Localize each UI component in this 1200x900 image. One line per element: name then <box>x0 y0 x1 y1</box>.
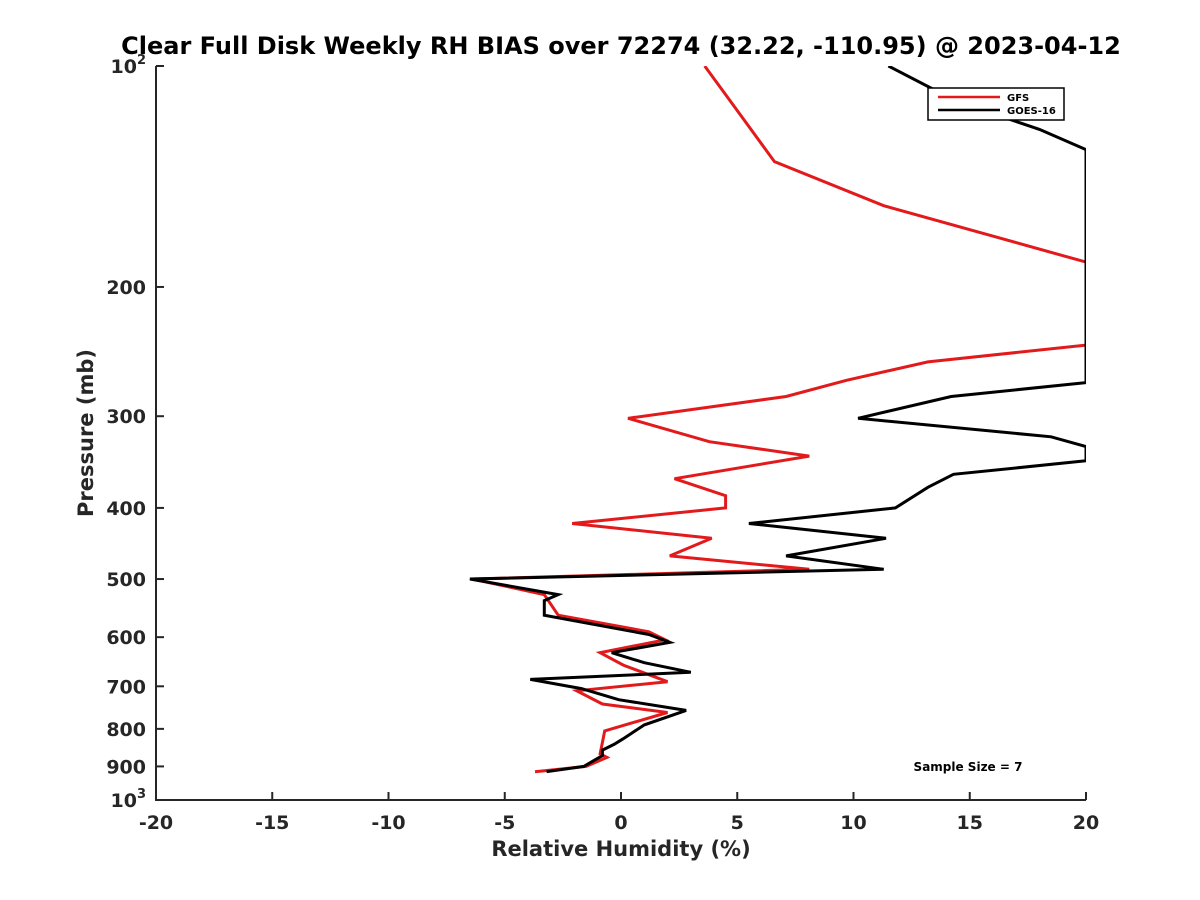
y-tick-label: 800 <box>106 719 146 741</box>
x-axis-ticks: -20 -15 -10 -5 0 5 10 15 20 <box>139 792 1099 834</box>
x-tick-label: 0 <box>614 812 627 834</box>
series-line-goes-16 <box>469 66 1086 774</box>
x-tick-label: -15 <box>255 812 289 834</box>
sample-size-annotation: Sample Size = 7 <box>914 760 1023 774</box>
y-axis-label: Pressure (mb) <box>74 349 98 517</box>
chart-title: Clear Full Disk Weekly RH BIAS over 7227… <box>121 32 1121 60</box>
x-tick-label: -5 <box>494 812 515 834</box>
y-tick-label: 600 <box>106 627 146 649</box>
axes-frame <box>155 66 1086 801</box>
legend: GFS GOES-16 <box>927 87 1065 121</box>
y-tick-label: 102 <box>111 53 147 78</box>
y-tick-label: 300 <box>106 406 146 428</box>
x-tick-label: 20 <box>1073 812 1099 834</box>
x-tick-label: 5 <box>731 812 744 834</box>
x-tick-label: 15 <box>957 812 983 834</box>
x-tick-label: -10 <box>371 812 405 834</box>
y-tick-label: 103 <box>111 787 147 812</box>
plot-area <box>155 66 1086 801</box>
y-axis-ticks: 102 200 300 400 500 600 700 800 900 103 <box>106 53 164 812</box>
legend-box <box>927 87 1065 121</box>
series-line-gfs <box>471 66 1086 774</box>
y-tick-label: 200 <box>106 277 146 299</box>
x-tick-label: 10 <box>840 812 866 834</box>
x-tick-label: -20 <box>139 812 173 834</box>
y-tick-label: 900 <box>106 756 146 778</box>
legend-label: GOES-16 <box>1007 106 1056 117</box>
x-axis-label: Relative Humidity (%) <box>491 837 750 861</box>
legend-label: GFS <box>1007 93 1029 104</box>
y-tick-label: 500 <box>106 569 146 591</box>
y-tick-label: 400 <box>106 498 146 520</box>
y-tick-label: 700 <box>106 676 146 698</box>
